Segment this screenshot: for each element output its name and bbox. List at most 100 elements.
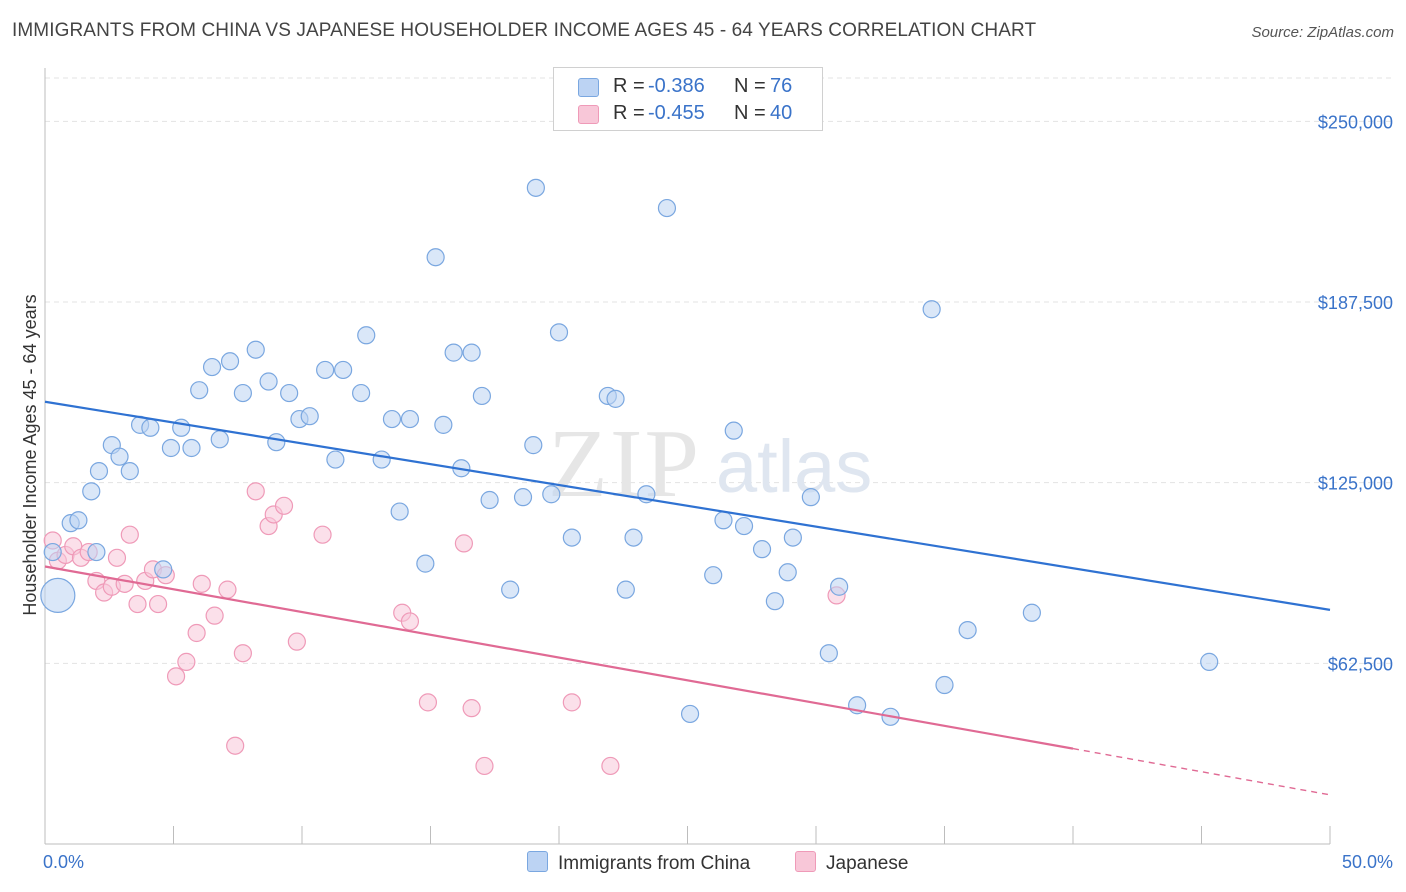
trendlines <box>44 400 1331 796</box>
china-point <box>624 528 643 547</box>
japanese-legend-label: Japanese <box>826 853 909 874</box>
japanese-point <box>177 652 196 671</box>
china-point <box>783 528 802 547</box>
china-point <box>549 323 569 342</box>
china-legend-swatch <box>527 851 548 872</box>
x-tick-label-max: 50.0% <box>1342 852 1393 872</box>
china-point <box>524 436 543 455</box>
china-point <box>316 360 335 380</box>
china-point <box>1200 652 1219 671</box>
japanese-point <box>107 548 127 567</box>
japanese-point <box>274 496 294 515</box>
watermark-zip: ZIP <box>548 410 701 518</box>
china-point <box>352 383 371 403</box>
china-point <box>562 528 581 547</box>
bottom-legend-japanese: Japanese <box>795 851 908 875</box>
china-point <box>606 389 625 408</box>
china-point <box>542 485 561 504</box>
chart-title: IMMIGRANTS FROM CHINA VS JAPANESE HOUSEH… <box>12 20 1037 41</box>
china-point <box>267 433 286 452</box>
r-value-china: -0.386 <box>648 75 705 97</box>
china-point <box>326 450 345 469</box>
japanese-point <box>418 693 438 712</box>
japanese-point <box>475 756 494 776</box>
japanese-trendline-extension <box>1072 747 1331 796</box>
y-tick-label: $187,500 <box>1318 293 1393 313</box>
japanese-point <box>205 606 224 625</box>
china-point <box>210 430 229 449</box>
axes <box>44 68 1331 845</box>
china-point <box>120 462 139 481</box>
n-label: N = <box>734 102 766 124</box>
china-point <box>390 502 409 521</box>
japanese-point <box>562 693 581 712</box>
china-point <box>300 407 319 426</box>
china-point <box>657 198 677 218</box>
china-point <box>141 418 160 437</box>
china-point <box>372 450 391 469</box>
japanese-swatch <box>578 105 599 124</box>
japanese-point <box>192 574 211 593</box>
y-tick-label: $62,500 <box>1328 654 1393 674</box>
china-legend-label: Immigrants from China <box>558 853 751 874</box>
n-value-china: 76 <box>770 75 793 97</box>
china-point <box>87 542 106 562</box>
china-point <box>357 326 376 345</box>
china-point <box>161 438 181 458</box>
japanese-point <box>400 612 420 631</box>
china-point <box>958 620 977 640</box>
china-point <box>513 488 533 507</box>
japanese-point <box>115 574 134 593</box>
source-credit: Source: ZipAtlas.com <box>1251 24 1394 41</box>
x-tick-labels: 0.0% 50.0% <box>43 852 1393 872</box>
china-point <box>501 580 520 599</box>
japanese-point <box>120 525 139 544</box>
china-point <box>400 409 420 429</box>
china-point <box>82 482 101 501</box>
china-point <box>935 675 954 695</box>
china-point <box>110 447 129 466</box>
china-point <box>526 178 545 197</box>
japanese-point <box>226 736 245 755</box>
china-point <box>69 511 88 530</box>
japanese-point <box>218 580 237 599</box>
x-tick-label-min: 0.0% <box>43 852 84 872</box>
china-point <box>43 542 62 562</box>
china-point <box>154 560 173 579</box>
china-point <box>704 566 723 585</box>
r-label: R = <box>613 102 645 124</box>
china-trendline <box>44 400 1331 611</box>
china-point <box>444 343 463 362</box>
china-point <box>334 360 353 380</box>
china-point <box>801 488 820 507</box>
china-point <box>40 577 76 614</box>
china-point <box>246 340 265 359</box>
japanese-point <box>454 534 474 553</box>
y-tick-labels: $62,500 $125,000 $187,500 $250,000 <box>1318 112 1393 674</box>
watermark-atlas: atlas <box>716 425 872 508</box>
china-point <box>280 383 299 403</box>
japanese-point <box>128 594 147 614</box>
japanese-point <box>187 623 206 643</box>
china-swatch <box>578 78 599 97</box>
china-point <box>922 300 941 319</box>
china-point <box>426 248 445 267</box>
china-point <box>434 415 453 434</box>
china-point <box>819 644 838 663</box>
china-point <box>778 563 797 582</box>
japanese-point <box>233 644 252 663</box>
japanese-legend-swatch <box>795 851 816 872</box>
series-japanese-points <box>43 482 846 776</box>
china-point <box>182 438 201 458</box>
china-point <box>220 352 240 371</box>
japanese-point <box>166 667 186 686</box>
china-point <box>1022 603 1041 622</box>
y-tick-label: $125,000 <box>1318 474 1393 494</box>
japanese-trendline <box>44 565 1074 750</box>
bottom-legend-china: Immigrants from China <box>527 851 750 875</box>
china-point <box>714 511 733 530</box>
china-point <box>233 383 252 403</box>
n-label: N = <box>734 75 766 97</box>
japanese-point <box>313 525 332 544</box>
